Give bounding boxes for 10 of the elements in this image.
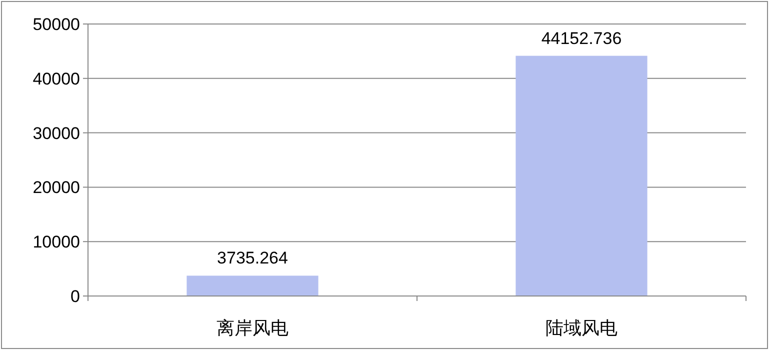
data-label: 44152.736	[541, 28, 622, 48]
y-tick-label: 20000	[32, 178, 80, 198]
x-tick-label: 陆域风电	[546, 318, 618, 338]
data-label: 3735.264	[217, 248, 288, 268]
y-tick-label: 0	[70, 287, 80, 306]
y-tick-label: 50000	[32, 15, 80, 34]
y-tick-label: 10000	[32, 232, 80, 252]
y-tick-label: 40000	[32, 69, 80, 88]
y-tick-label: 30000	[32, 124, 80, 143]
x-tick-label: 离岸风电	[216, 318, 288, 338]
